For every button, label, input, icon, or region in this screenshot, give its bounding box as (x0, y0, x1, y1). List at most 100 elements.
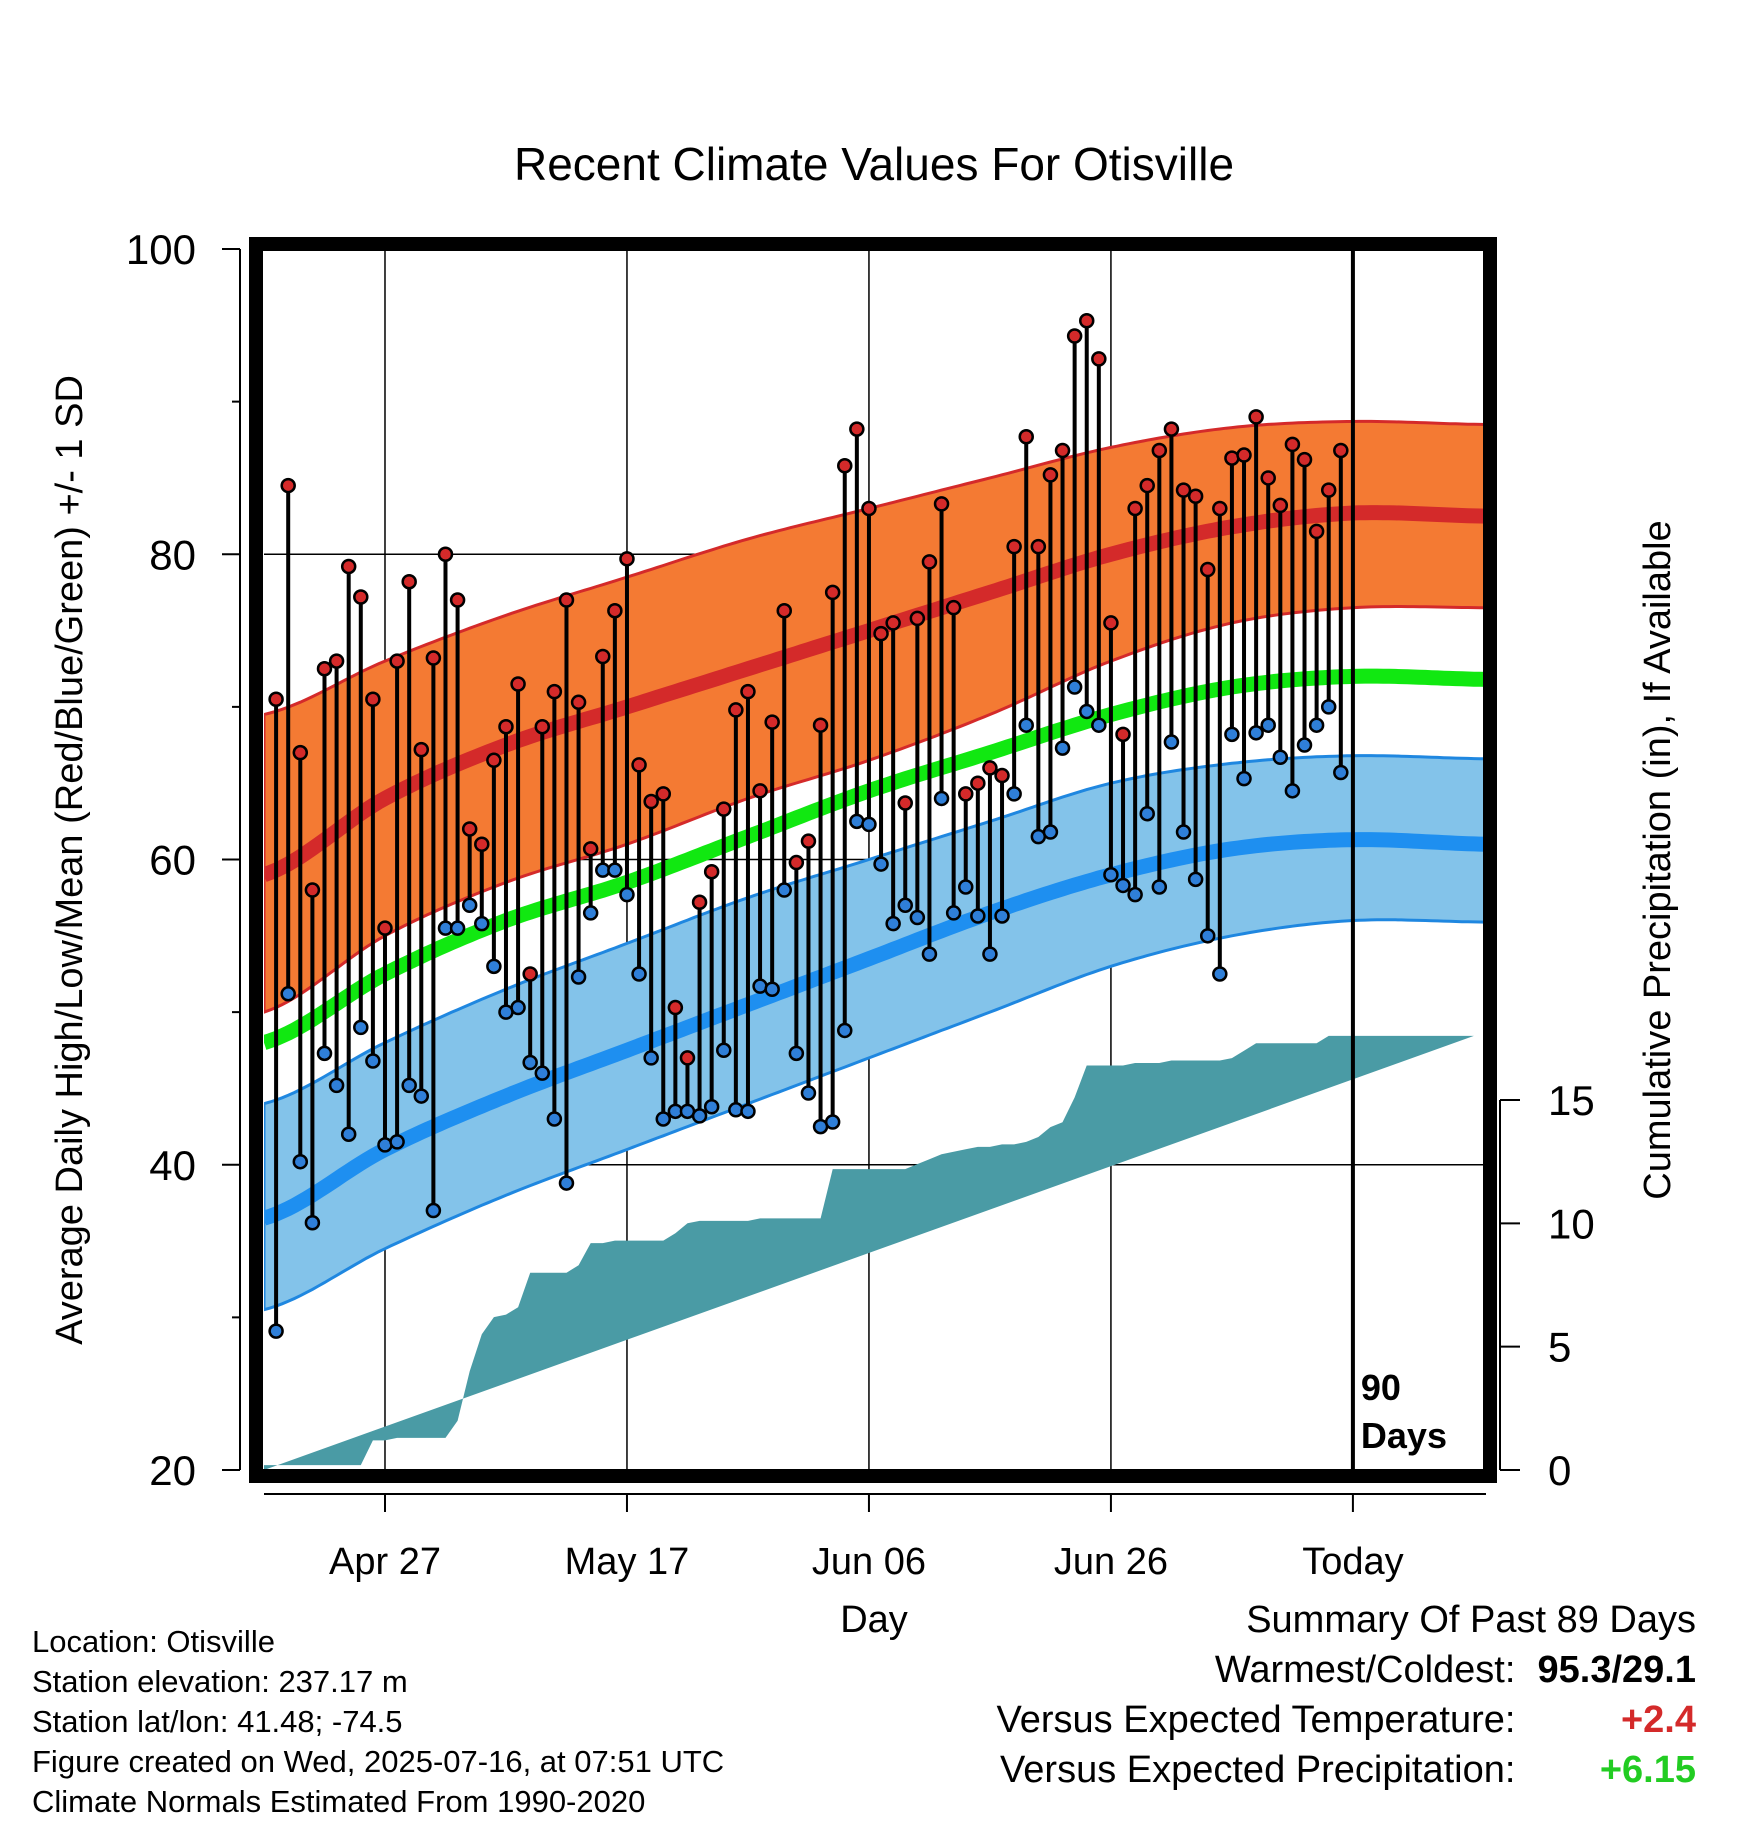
high-temp-point (764, 714, 780, 730)
summary-block: Summary Of Past 89 Days Warmest/Coldest:… (997, 1595, 1696, 1795)
low-temp-point (703, 1099, 720, 1115)
high-temp-point (909, 610, 926, 627)
precipitation-area (264, 1035, 1474, 1470)
high-temp-point (691, 894, 708, 910)
temp-departure-label: Versus Expected Temperature: (996, 1699, 1516, 1741)
y2-tick-label: 5 (1548, 1324, 1571, 1371)
high-temp-point (377, 920, 393, 936)
low-temp-point (837, 1022, 853, 1039)
x-axis: Apr 27 May 17 Jun 06 Jun 26 Today (264, 1493, 1486, 1583)
low-temp-point (353, 1019, 369, 1036)
low-temp-point (570, 969, 587, 985)
y-tick-label: 100 (126, 226, 196, 273)
low-temp-point (292, 1153, 309, 1170)
high-temp-point (292, 744, 309, 761)
x-axis-label: Day (840, 1599, 908, 1641)
low-temp-point (1236, 770, 1252, 787)
high-temp-point (1296, 451, 1313, 468)
high-temp-point (982, 760, 998, 776)
low-temp-point (1320, 699, 1337, 715)
low-temp-point (474, 915, 490, 932)
low-temp-point (1054, 740, 1071, 756)
x-tick-label: Apr 27 (329, 1541, 441, 1583)
warmest-coldest-row: Warmest/Coldest: 95.3/29.1 (997, 1645, 1696, 1695)
summary-title: Summary Of Past 89 Days (1246, 1599, 1696, 1641)
high-temp-point (449, 592, 466, 608)
high-normal-line (264, 505, 1486, 882)
high-temp-point (1175, 482, 1192, 498)
low-temp-point (1212, 966, 1228, 982)
low-temp-point (365, 1053, 381, 1069)
y-axis-left: 20 40 60 80 100 (126, 226, 241, 1494)
high-temp-point (461, 821, 478, 837)
low-temp-point (1224, 726, 1240, 743)
high-temp-point (776, 602, 793, 619)
low-temp-point (1199, 928, 1216, 944)
high-temp-point (413, 741, 430, 758)
normals-text: Climate Normals Estimated From 1990-2020 (32, 1784, 646, 1819)
high-temp-point (1212, 500, 1228, 517)
y-tick-label: 80 (149, 531, 196, 578)
low-temp-point (1308, 717, 1325, 733)
daily-range-bars (274, 320, 1343, 1332)
low-temp-point (970, 908, 986, 924)
station-info: Location: Otisville Station elevation: 2… (32, 1622, 724, 1822)
high-temp-point (1333, 442, 1349, 459)
high-temp-point (1018, 428, 1034, 445)
high-temp-point (437, 546, 454, 562)
high-temp-point (1187, 488, 1204, 505)
y-tick-label: 40 (149, 1142, 196, 1189)
low-temp-point (957, 879, 974, 895)
high-temp-point (1308, 523, 1325, 540)
low-temp-point (1006, 786, 1022, 802)
high-temp-point (897, 795, 913, 811)
precip-departure-label: Versus Expected Precipitation: (1000, 1749, 1516, 1791)
high-temp-point (570, 694, 587, 711)
y-tick-label: 60 (149, 837, 196, 884)
high-temp-point (340, 558, 357, 575)
high-temp-point (582, 841, 599, 857)
high-temp-point (1320, 482, 1337, 498)
high-temp-point (389, 653, 405, 669)
high-temp-point (849, 421, 865, 437)
high-temp-point (534, 718, 551, 735)
low-temp-point (933, 790, 950, 807)
high-temp-point (933, 496, 950, 512)
high-temp-point (1103, 615, 1119, 631)
high-temp-point (304, 882, 321, 898)
elevation-text: Station elevation: 237.17 m (32, 1664, 408, 1699)
low-temp-point (534, 1065, 551, 1081)
high-temp-point (268, 691, 284, 707)
high-temp-point (970, 775, 986, 791)
x-tick-label: May 17 (565, 1541, 690, 1583)
precip-departure-row: Versus Expected Precipitation: +6.15 (997, 1745, 1696, 1795)
high-temp-point (1236, 447, 1252, 463)
low-temp-point (1103, 867, 1119, 883)
precip-departure-value: +6.15 (1599, 1749, 1696, 1791)
y2-tick-label: 15 (1548, 1077, 1595, 1124)
low-temp-point (607, 862, 623, 878)
y2-axis-label: Cumulative Precipitation (in), If Availa… (1637, 520, 1679, 1199)
high-temp-point (994, 767, 1010, 784)
low-temp-point (1078, 703, 1095, 720)
high-temp-point (1199, 561, 1216, 578)
low-temp-point (1139, 805, 1155, 822)
low-temp-point (945, 905, 962, 921)
low-temp-point (740, 1103, 756, 1120)
high-temp-point (631, 757, 647, 773)
low-temp-point (861, 816, 877, 833)
high-temp-point (522, 966, 538, 982)
low-temp-point (691, 1108, 708, 1124)
mean-normal-line (264, 668, 1486, 1050)
high-temp-point (1139, 477, 1155, 494)
low-temp-point (788, 1045, 805, 1062)
temp-departure-row: Versus Expected Temperature: +2.4 (997, 1695, 1696, 1745)
high-temp-point (945, 599, 962, 616)
low-temp-point (1151, 879, 1168, 895)
low-temp-point (304, 1214, 321, 1231)
low-temp-point (1248, 725, 1264, 741)
high-temp-point (873, 625, 889, 642)
high-temp-point (486, 752, 502, 769)
high-temp-point (643, 793, 659, 810)
low-temp-point (1115, 877, 1131, 894)
